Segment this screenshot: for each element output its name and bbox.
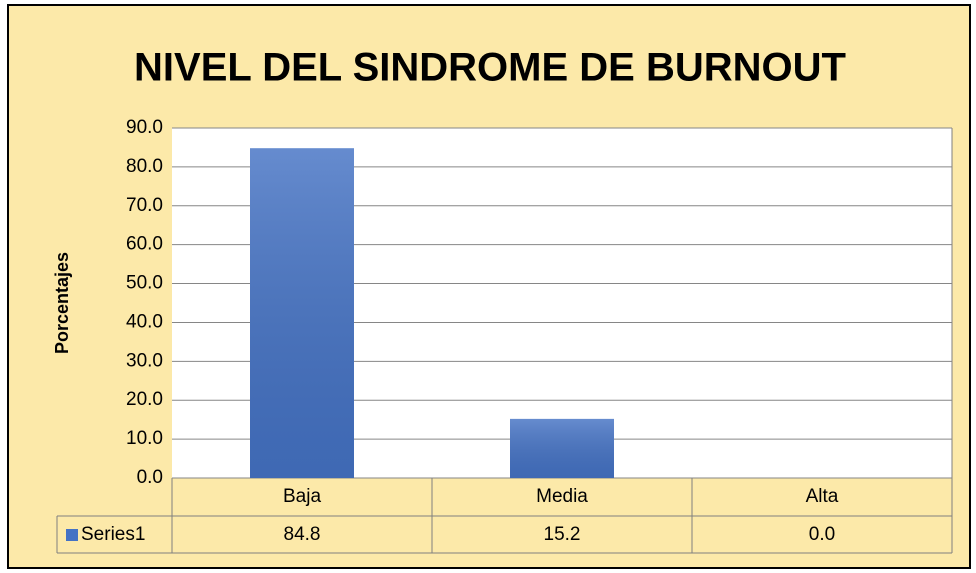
y-tick-label: 0.0 (137, 467, 163, 488)
y-tick-label: 10.0 (126, 428, 163, 449)
bar-shading (510, 418, 614, 478)
y-tick-label: 60.0 (126, 234, 163, 255)
x-tick-label: Baja (283, 486, 321, 507)
y-tick-label: 40.0 (126, 311, 163, 332)
x-tick-label: Alta (806, 486, 839, 507)
y-axis-label: Porcentajes (52, 252, 72, 354)
y-tick-label: 70.0 (126, 195, 163, 216)
x-tick-label: Media (536, 486, 588, 507)
y-tick-label: 50.0 (126, 273, 163, 294)
data-table (56, 128, 953, 554)
y-tick-label: 20.0 (126, 389, 163, 410)
y-tick-label: 80.0 (126, 156, 163, 177)
legend-swatch (66, 529, 78, 541)
data-label: 15.2 (544, 524, 581, 545)
data-label: 0.0 (809, 524, 835, 545)
chart-title: NIVEL DEL SINDROME DE BURNOUT (134, 46, 846, 90)
legend-label: Series1 (81, 524, 145, 545)
y-tick-label: 90.0 (126, 117, 163, 138)
y-tick-label: 30.0 (126, 350, 163, 371)
data-label: 84.8 (284, 524, 321, 545)
bar-shading (250, 148, 354, 478)
